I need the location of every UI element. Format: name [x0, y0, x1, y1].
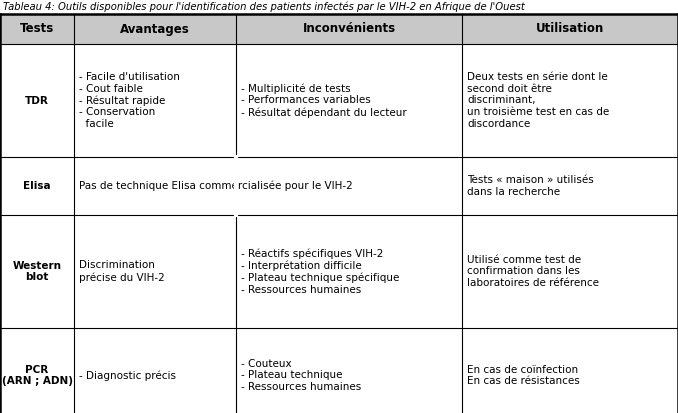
Text: Utilisé comme test de
confirmation dans les
laboratoires de référence: Utilisé comme test de confirmation dans …: [467, 255, 599, 288]
Text: Tableau 4: Outils disponibles pour l'identification des patients infectés par le: Tableau 4: Outils disponibles pour l'ide…: [3, 2, 525, 12]
Text: Inconvénients: Inconvénients: [302, 22, 395, 36]
Text: En cas de coïnfection
En cas de résistances: En cas de coïnfection En cas de résistan…: [467, 365, 580, 386]
Text: - Multiplicité de tests
- Performances variables
- Résultat dépendant du lecteur: - Multiplicité de tests - Performances v…: [241, 83, 407, 118]
Text: Pas de technique Elisa commercialisée pour le VIH-2: Pas de technique Elisa commercialisée po…: [79, 181, 353, 191]
Text: PCR
(ARN ; ADN): PCR (ARN ; ADN): [1, 365, 73, 386]
Text: Tests « maison » utilisés
dans la recherche: Tests « maison » utilisés dans la recher…: [467, 175, 594, 197]
Text: - Diagnostic précis: - Diagnostic précis: [79, 370, 176, 381]
Text: - Facile d'utilisation
- Cout faible
- Résultat rapide
- Conservation
  facile: - Facile d'utilisation - Cout faible - R…: [79, 72, 180, 129]
Text: Utilisation: Utilisation: [536, 22, 604, 36]
Text: Western
blot: Western blot: [12, 261, 62, 282]
Text: Elisa: Elisa: [23, 181, 51, 191]
Bar: [0, 215, 678, 328]
Text: Discrimination
précise du VIH-2: Discrimination précise du VIH-2: [79, 261, 165, 282]
Bar: [0, 157, 678, 215]
Text: - Réactifs spécifiques VIH-2
- Interprétation difficile
- Plateau technique spéc: - Réactifs spécifiques VIH-2 - Interprét…: [241, 248, 399, 295]
Bar: [0, 44, 678, 157]
Text: - Couteux
- Plateau technique
- Ressources humaines: - Couteux - Plateau technique - Ressourc…: [241, 359, 361, 392]
Text: TDR: TDR: [25, 95, 49, 105]
Bar: [0, 14, 678, 44]
Text: Avantages: Avantages: [120, 22, 190, 36]
Text: Deux tests en série dont le
second doit être
discriminant,
un troisième test en : Deux tests en série dont le second doit …: [467, 72, 610, 129]
Text: Tests: Tests: [20, 22, 54, 36]
Bar: [0, 328, 678, 413]
